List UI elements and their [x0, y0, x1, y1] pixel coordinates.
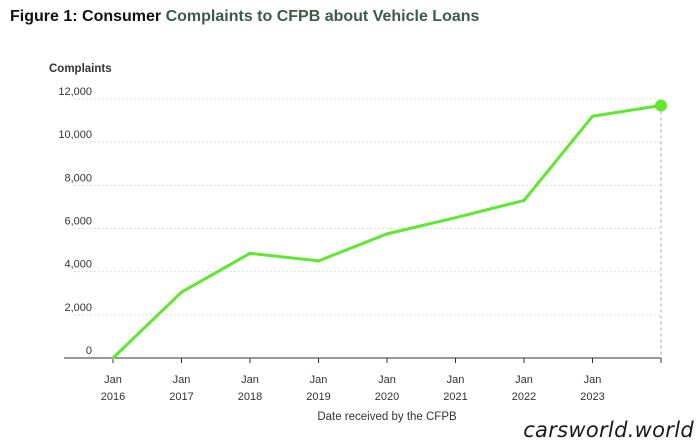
x-tick-month-label: Jan [584, 374, 602, 386]
x-tick-year-label: 2020 [375, 391, 399, 403]
x-tick-year-label: 2021 [443, 391, 467, 403]
x-tick-month-label: Jan [310, 374, 328, 386]
end-point-marker [655, 99, 667, 112]
axes: 0 2,000 4,000 6,000 8,000 10,000 12,000 Jan 2016… [58, 86, 662, 403]
x-tick-year-label: 2022 [512, 391, 536, 403]
x-tick-year-label: 2016 [101, 391, 125, 403]
x-tick-year-label: 2018 [238, 391, 262, 403]
figure-title-rest: Complaints to CFPB about Vehicle Loans [165, 8, 480, 25]
x-tick-month-label: Jan [447, 374, 465, 386]
y-axis-label: Complaints [49, 63, 112, 75]
x-tick-year-label: 2023 [580, 391, 604, 403]
data-point [248, 251, 252, 255]
data-point [591, 114, 594, 118]
y-tick-label: 12,000 [58, 86, 92, 98]
x-tick-month-label: Jan [104, 374, 122, 386]
data-point [385, 232, 389, 236]
data-point [454, 216, 457, 220]
x-tick-year-label: 2019 [306, 391, 330, 403]
data-point [111, 356, 115, 360]
x-tick-month-label: Jan [515, 374, 533, 386]
y-tick-label: 8,000 [64, 172, 92, 184]
x-tick-month-label: Jan [173, 374, 191, 386]
y-tick-label: 10,000 [58, 129, 92, 141]
y-tick-label: 2,000 [64, 302, 92, 314]
gridlines [74, 98, 661, 316]
data-point [317, 259, 320, 263]
y-tick-label: 0 [86, 345, 92, 357]
figure-title-prefix: Figure 1: Consumer [10, 8, 162, 25]
x-tick-year-label: 2017 [169, 391, 193, 403]
figure-title: Figure 1: Consumer Complaints to CFPB ab… [10, 8, 479, 26]
x-tick-month-label: Jan [241, 374, 259, 386]
series-layer [111, 99, 667, 360]
data-point [522, 198, 526, 202]
watermark-text: carsworld.world [523, 418, 694, 442]
x-axis-label: Date received by the CFPB [317, 411, 457, 423]
series-line [111, 103, 663, 360]
x-tick-month-label: Jan [378, 374, 396, 386]
y-tick-label: 4,000 [64, 259, 92, 271]
y-tick-label: 6,000 [64, 216, 92, 228]
data-point [180, 290, 183, 294]
